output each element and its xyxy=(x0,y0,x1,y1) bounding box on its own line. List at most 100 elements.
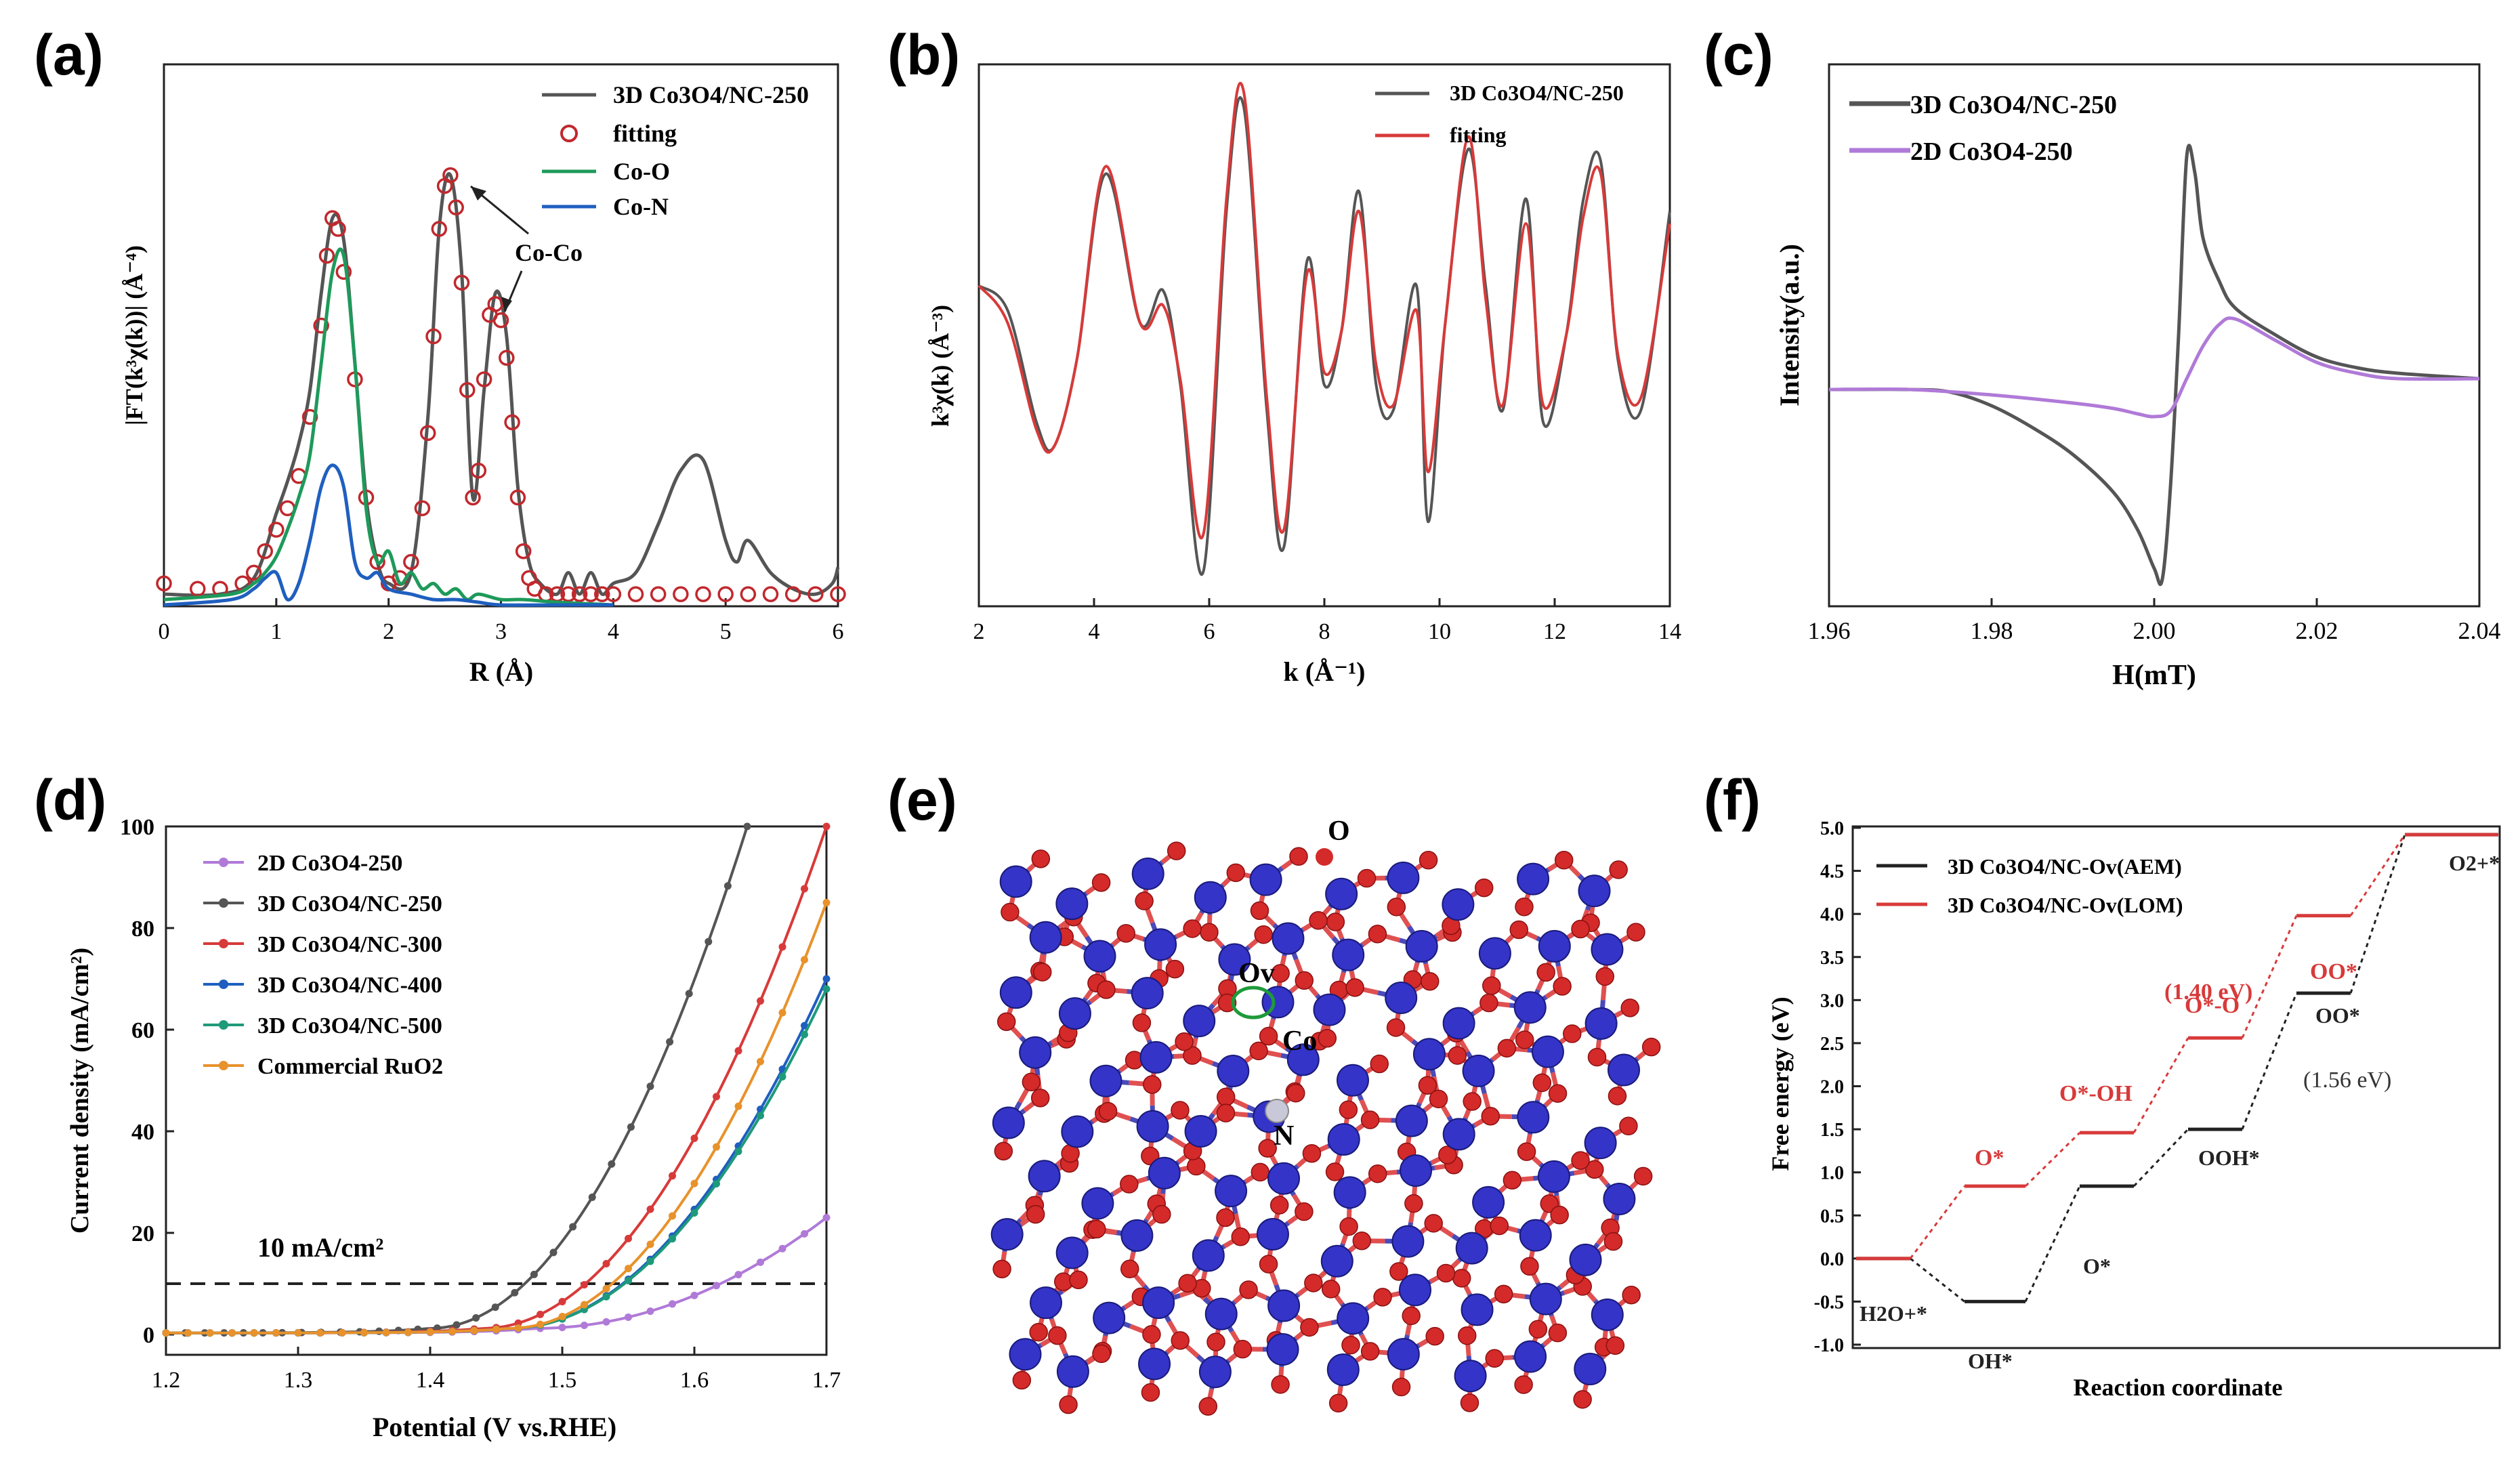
annotation-arrowhead-1 xyxy=(471,186,486,201)
lom-state-label-2: O*-OH xyxy=(2059,1081,2133,1106)
marker-d-5-50 xyxy=(713,1143,720,1151)
oxygen-atom xyxy=(1048,1326,1067,1345)
oxygen-atom xyxy=(1509,920,1528,940)
cobalt-atom xyxy=(1519,1219,1552,1252)
cobalt-atom xyxy=(1249,863,1282,896)
oxygen-atom xyxy=(1217,993,1237,1013)
panel-d-annotation: 10 mA/cm² xyxy=(257,1232,383,1263)
nitrogen-atom xyxy=(1265,1099,1289,1123)
oxygen-atom xyxy=(994,1141,1013,1161)
oxygen-atom xyxy=(1167,841,1186,860)
fit-point-a-6 xyxy=(268,522,285,538)
b-x-tick-label-1: 4 xyxy=(1089,619,1100,644)
cobalt-atom xyxy=(1387,1338,1420,1371)
oxygen-atom xyxy=(1619,1116,1638,1136)
cobalt-atom xyxy=(1009,1338,1042,1371)
atom-label-ov: Ov xyxy=(1238,958,1275,989)
oxygen-atom xyxy=(1295,971,1314,990)
atom-label-o: O xyxy=(1328,816,1350,847)
oxygen-atom xyxy=(1289,847,1308,866)
oxygen-atom xyxy=(1171,1331,1190,1350)
a-x-tick-label-3: 3 xyxy=(495,619,507,644)
series-a-2 xyxy=(163,247,614,607)
f-y-tick-label-8: 3.0 xyxy=(1820,990,1844,1011)
oxygen-atom xyxy=(1608,1087,1627,1106)
legend-label-a-0: 3D Co3O4/NC-250 xyxy=(613,81,809,108)
marker-d-5-6 xyxy=(228,1329,236,1337)
oxygen-atom xyxy=(1515,898,1534,917)
fit-point-a-26 xyxy=(442,167,459,184)
oxygen-atom xyxy=(1418,1076,1437,1095)
fit-point-a-56 xyxy=(784,586,801,602)
oxygen-atom xyxy=(1171,1101,1190,1120)
panel-c-x-ticks: 1.96 1.98 2.00 2.02 2.04 xyxy=(1808,598,2501,644)
oxygen-atom xyxy=(1178,1274,1197,1293)
oxygen-atom xyxy=(1001,902,1020,922)
fit-point-a-37 xyxy=(504,414,520,431)
oxygen-atom xyxy=(1092,1344,1111,1364)
legend-label-d-1: 3D Co3O4/NC-250 xyxy=(257,891,442,917)
connector-f-1-3 xyxy=(2241,915,2298,1038)
f-y-tick-label-6: 2.0 xyxy=(1820,1077,1844,1098)
marker-d-5-56 xyxy=(778,1009,786,1017)
oxygen-atom xyxy=(1304,1274,1323,1292)
marker-d-0-36 xyxy=(558,1324,566,1332)
cobalt-atom xyxy=(1529,1282,1562,1316)
fit-point-a-1 xyxy=(190,581,206,597)
cobalt-atom xyxy=(1148,1156,1181,1190)
oxygen-atom xyxy=(1490,1216,1509,1236)
marker-d-4-52 xyxy=(734,1148,742,1156)
c-x-tick-label-2: 2.00 xyxy=(2133,617,2176,644)
panel-b-series xyxy=(978,81,1671,576)
b-x-tick-label-2: 6 xyxy=(1204,619,1215,644)
cobalt-atom xyxy=(1454,1360,1487,1393)
panel-label-f: (f) xyxy=(1704,768,1761,832)
lom-state-label-1: O* xyxy=(1975,1145,2004,1171)
oxygen-atom xyxy=(1463,1092,1482,1111)
series-d-5 xyxy=(166,902,828,1334)
marker-d-5-24 xyxy=(426,1328,434,1336)
d-x-tick-label-3: 1.5 xyxy=(548,1368,577,1393)
panel-b: (b) 2 4 6 8 10 12 14 k (Å⁻¹) k³χ(k) (Å⁻³) 3D C… xyxy=(887,23,1681,687)
legend-marker-d-1 xyxy=(219,898,228,908)
oxygen-atom xyxy=(1386,1018,1406,1037)
oxygen-atom xyxy=(1216,1103,1236,1122)
marker-d-0-56 xyxy=(778,1244,786,1253)
oxygen-atom xyxy=(1069,1270,1088,1290)
marker-d-2-58 xyxy=(801,885,808,893)
series-c-1 xyxy=(1828,316,2480,419)
oxygen-atom xyxy=(1373,1288,1392,1307)
cobalt-atom xyxy=(1400,1154,1433,1187)
aem-state-label-4: OO* xyxy=(2315,1003,2360,1028)
marker-d-4-42 xyxy=(625,1277,632,1285)
oxygen-atom xyxy=(1132,1013,1152,1032)
marker-d-2-34 xyxy=(537,1310,544,1318)
series-b-0 xyxy=(978,96,1671,576)
marker-d-5-10 xyxy=(272,1329,280,1337)
fit-point-a-10 xyxy=(313,317,329,334)
fit-point-a-57 xyxy=(807,586,824,602)
fit-point-a-47 xyxy=(594,586,610,602)
panel-label-a: (a) xyxy=(34,23,104,87)
oxygen-atom xyxy=(1142,1325,1161,1344)
oxygen-atom xyxy=(1404,1194,1423,1213)
fit-point-a-51 xyxy=(673,586,689,602)
cobalt-atom xyxy=(1184,1115,1217,1148)
legend-label-d-5: Commercial RuO2 xyxy=(257,1054,443,1079)
marker-d-2-48 xyxy=(690,1134,698,1142)
legend-label-d-2: 3D Co3O4/NC-300 xyxy=(257,932,442,957)
oxygen-atom xyxy=(1206,1332,1225,1351)
c-x-tick-label-0: 1.96 xyxy=(1808,617,1851,644)
connector-f-0-3 xyxy=(2241,992,2298,1130)
cobalt-atom xyxy=(1089,1064,1122,1097)
oxygen-atom xyxy=(1259,1255,1278,1274)
oxygen-atom xyxy=(1339,1100,1358,1120)
oxygen-atom xyxy=(1249,1041,1268,1061)
cobalt-atom xyxy=(1569,1243,1602,1276)
panel-label-d: (d) xyxy=(34,768,106,832)
marker-d-5-40 xyxy=(602,1284,610,1292)
annotation-arrowhead-2 xyxy=(501,297,512,312)
marker-d-0-54 xyxy=(757,1258,764,1266)
oxygen-atom xyxy=(1254,925,1273,944)
